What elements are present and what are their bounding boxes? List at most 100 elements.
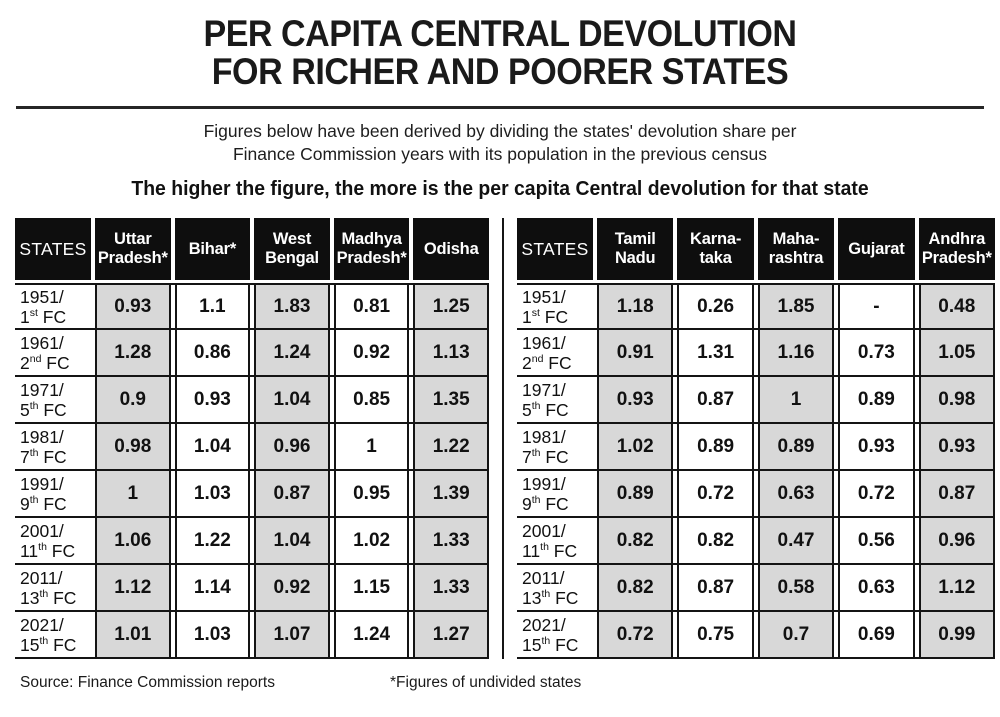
value-cell: 0.96 <box>918 518 995 563</box>
value-cell: 1.83 <box>254 285 330 328</box>
subtitle-line2: Finance Commission years with its popula… <box>232 144 767 164</box>
source-credit: Source: Finance Commission reports <box>20 674 275 691</box>
year-fc-label: 2011/13th FC <box>522 567 579 608</box>
title-divider-rule <box>16 106 984 109</box>
table-row: 1961/2nd FC 0.91 1.31 1.16 0.73 1.05 <box>517 330 995 377</box>
state-header-cell: Odisha <box>413 218 489 280</box>
value-cell: 1.04 <box>254 377 330 422</box>
state-header-cell: Bihar* <box>174 218 251 280</box>
states-header-cell: STATES <box>517 218 593 280</box>
lead-note: The higher the figure, the more is the p… <box>131 178 869 200</box>
value-cell: 0.93 <box>95 285 171 328</box>
value-cell: 1.04 <box>254 518 330 563</box>
value-cell: 1.02 <box>333 518 410 563</box>
value-cell: 0.82 <box>597 565 674 610</box>
year-fc-label: 1951/1st FC <box>522 286 569 327</box>
value-cell: 1.31 <box>677 330 754 375</box>
table-row: 1981/7th FC 0.98 1.04 0.96 1 1.22 <box>15 424 489 471</box>
value-cell: 1 <box>333 424 410 469</box>
table-row: 1991/9th FC 0.89 0.72 0.63 0.72 0.87 <box>517 471 995 518</box>
value-cell: 1.24 <box>254 330 330 375</box>
value-cell: 0.89 <box>838 377 915 422</box>
subtitle: Figures below have been derived by divid… <box>0 120 1000 166</box>
value-cell: 1.05 <box>918 330 995 375</box>
table-row: 1961/2nd FC 1.28 0.86 1.24 0.92 1.13 <box>15 330 489 377</box>
value-cell: 1.24 <box>333 612 410 657</box>
value-cell: 1.85 <box>757 285 835 328</box>
value-cell: 0.73 <box>838 330 915 375</box>
value-cell: 0.48 <box>918 285 995 328</box>
page-title-line1: PER CAPITA CENTRAL DEVOLUTION <box>203 13 797 54</box>
page-title-line2: FOR RICHER AND POORER STATES <box>211 51 789 92</box>
state-header-cell: Andhra Pradesh* <box>918 218 995 280</box>
table-row: 1951/1st FC 1.18 0.26 1.85-0.48 <box>517 283 995 330</box>
value-cell: 1.01 <box>95 612 171 657</box>
page-title: PER CAPITA CENTRAL DEVOLUTION FOR RICHER… <box>0 15 1000 91</box>
value-cell: 1.25 <box>413 285 489 328</box>
table-poorer-states: STATES Uttar Pradesh* Bihar* West Bengal Madhy… <box>15 218 489 659</box>
table-row: 2001/11th FC 0.82 0.82 0.47 0.56 0.96 <box>517 518 995 565</box>
value-cell: 0.87 <box>677 377 754 422</box>
state-header-cell: Karna-taka <box>677 218 754 280</box>
value-cell: 0.86 <box>174 330 251 375</box>
value-cell: 0.47 <box>757 518 835 563</box>
value-cell: 1.18 <box>597 285 674 328</box>
value-cell: 0.99 <box>918 612 995 657</box>
state-header-cell: Madhya Pradesh* <box>333 218 410 280</box>
value-cell: 1.27 <box>413 612 489 657</box>
table-row: 1971/5th FC 0.9 0.93 1.04 0.85 1.35 <box>15 377 489 424</box>
state-header-cell: Maha-rashtra <box>757 218 835 280</box>
year-fc-label: 1991/9th FC <box>20 473 67 514</box>
year-fc-label: 2001/11th FC <box>20 520 76 561</box>
value-cell: 0.93 <box>597 377 674 422</box>
value-cell: 0.63 <box>757 471 835 516</box>
value-cell: 1.13 <box>413 330 489 375</box>
value-cell: 1.33 <box>413 565 489 610</box>
value-cell: 1.06 <box>95 518 171 563</box>
value-cell: 0.58 <box>757 565 835 610</box>
state-header-cell: Gujarat <box>838 218 915 280</box>
value-cell: 1.12 <box>95 565 171 610</box>
year-fc-label: 1951/1st FC <box>20 286 67 327</box>
value-cell: 1 <box>757 377 835 422</box>
value-cell: 0.89 <box>757 424 835 469</box>
year-fc-label: 2011/13th FC <box>20 567 77 608</box>
value-cell: 0.26 <box>677 285 754 328</box>
table-row: 2021/15th FC 1.01 1.03 1.07 1.24 1.27 <box>15 612 489 659</box>
value-cell: 0.56 <box>838 518 915 563</box>
value-cell: 0.87 <box>254 471 330 516</box>
value-cell: 1.07 <box>254 612 330 657</box>
value-cell: 0.72 <box>838 471 915 516</box>
value-cell: 0.72 <box>597 612 674 657</box>
vertical-divider <box>502 218 504 659</box>
value-cell: 0.89 <box>677 424 754 469</box>
value-cell: 0.72 <box>677 471 754 516</box>
value-cell: 0.69 <box>838 612 915 657</box>
year-fc-label: 2021/15th FC <box>522 614 579 655</box>
table-row: 2011/13th FC 0.82 0.87 0.58 0.63 1.12 <box>517 565 995 612</box>
value-cell: 1 <box>95 471 171 516</box>
value-cell: 1.33 <box>413 518 489 563</box>
value-cell: 0.87 <box>918 471 995 516</box>
value-cell: 1.04 <box>174 424 251 469</box>
value-cell: 0.81 <box>333 285 410 328</box>
value-cell: 0.63 <box>838 565 915 610</box>
value-cell: 1.16 <box>757 330 835 375</box>
value-cell: 1.39 <box>413 471 489 516</box>
value-cell: 0.85 <box>333 377 410 422</box>
value-cell: - <box>838 285 915 328</box>
year-fc-label: 1981/7th FC <box>522 426 569 467</box>
value-cell: 0.98 <box>95 424 171 469</box>
value-cell: 0.93 <box>838 424 915 469</box>
table-row: 1971/5th FC 0.93 0.87 1 0.89 0.98 <box>517 377 995 424</box>
value-cell: 0.75 <box>677 612 754 657</box>
value-cell: 1.02 <box>597 424 674 469</box>
value-cell: 1.03 <box>174 612 251 657</box>
value-cell: 0.82 <box>677 518 754 563</box>
year-fc-label: 2021/15th FC <box>20 614 77 655</box>
value-cell: 1.1 <box>174 285 251 328</box>
states-header-cell: STATES <box>15 218 91 280</box>
value-cell: 0.82 <box>597 518 674 563</box>
state-header-cell: Uttar Pradesh* <box>95 218 171 280</box>
